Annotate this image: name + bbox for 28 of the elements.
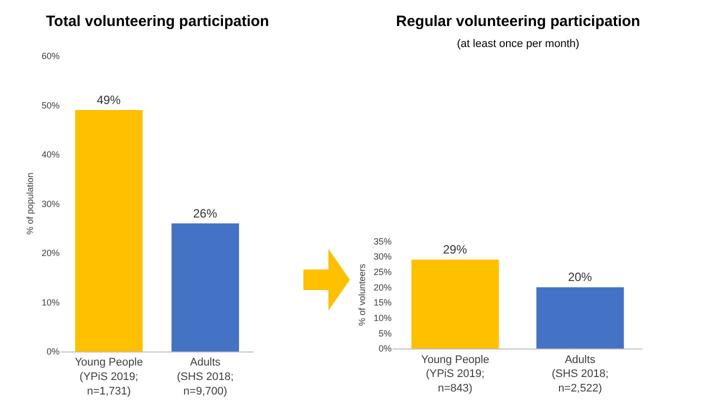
y-tick-label: 0% (46, 346, 60, 357)
y-tick-label: 0% (378, 344, 392, 354)
y-tick-label: 20% (42, 248, 60, 258)
y-axis-title: % of volunteers (357, 263, 368, 326)
x-tick-label: Adults (SHS 2018; n=2,522) (552, 354, 609, 394)
y-tick-label: 60% (42, 50, 60, 61)
data-label: 49% (96, 93, 122, 108)
y-tick-label: 15% (374, 298, 392, 308)
data-label: 26% (193, 206, 218, 220)
y-axis-title: % of population (25, 172, 36, 235)
data-label: 29% (443, 242, 468, 257)
x-tick-label: Adults (SHS 2018; n=9,700) (176, 356, 234, 398)
y-tick-label: 5% (378, 328, 392, 338)
x-tick-label: Young People (YPiS 2019; n=1,731) (74, 356, 143, 398)
y-tick-label: 50% (42, 100, 60, 110)
y-tick-label: 30% (374, 252, 392, 262)
chart-subtitle: (at least once per month) (457, 38, 580, 50)
y-tick-label: 35% (374, 236, 392, 246)
y-tick-label: 40% (42, 150, 60, 160)
chart-title: Total volunteering participation (46, 13, 270, 30)
y-tick-label: 30% (42, 198, 60, 209)
y-tick-label: 25% (374, 267, 392, 277)
x-tick-label: Young People (YPiS 2019; n=843) (421, 354, 490, 394)
y-tick-label: 10% (374, 313, 392, 324)
y-tick-label: 20% (374, 282, 392, 292)
y-tick-label: 10% (42, 297, 60, 308)
chart-title: Regular volunteering participation (396, 13, 640, 30)
data-label: 20% (568, 270, 592, 284)
